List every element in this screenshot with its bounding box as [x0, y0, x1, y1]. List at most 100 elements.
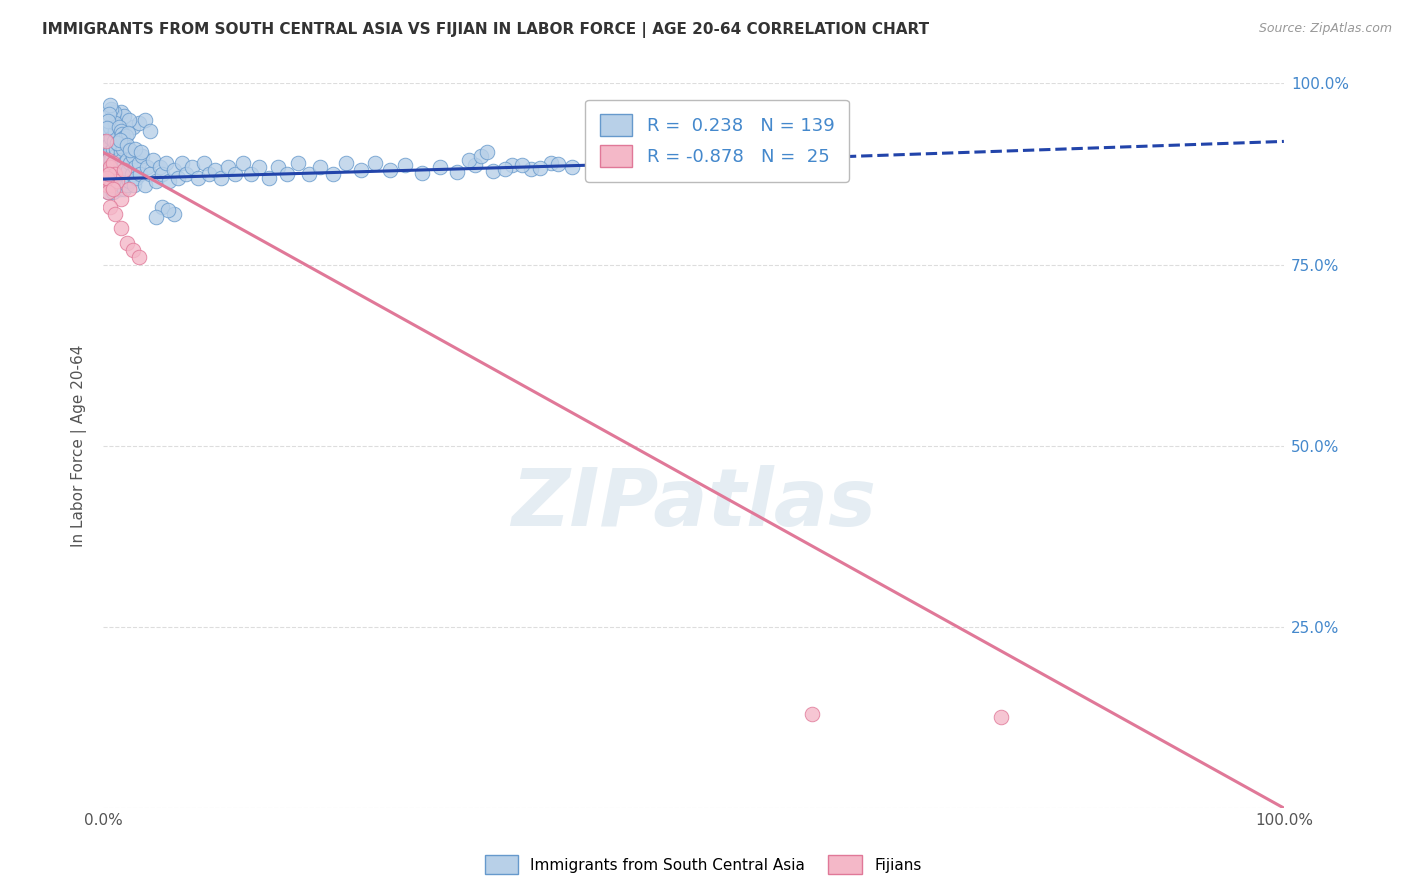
Point: [96, 170, 118, 185]
Point: [322, 167, 344, 181]
Point: [124, 142, 146, 156]
Point: [101, 185, 124, 199]
Point: [97, 185, 120, 199]
Point: [209, 170, 232, 185]
Point: [172, 156, 194, 170]
Point: [298, 167, 321, 181]
Point: [110, 221, 132, 235]
Point: [98, 153, 121, 167]
Point: [97, 185, 120, 199]
Point: [139, 123, 162, 137]
Point: [104, 207, 127, 221]
Point: [101, 181, 124, 195]
Text: Source: ZipAtlas.com: Source: ZipAtlas.com: [1258, 22, 1392, 36]
Point: [112, 130, 135, 145]
Point: [98, 200, 121, 214]
Point: [163, 163, 186, 178]
Point: [287, 156, 309, 170]
Point: [114, 128, 136, 143]
Point: [98, 138, 121, 153]
Point: [98, 160, 121, 174]
Point: [98, 167, 121, 181]
Point: [96, 178, 118, 192]
Point: [155, 156, 177, 170]
Point: [98, 98, 121, 112]
Point: [108, 181, 131, 195]
Point: [110, 170, 132, 185]
Point: [110, 123, 132, 137]
Point: [93, 170, 115, 185]
Point: [446, 165, 468, 179]
Point: [378, 163, 401, 178]
Point: [429, 160, 451, 174]
Point: [124, 160, 146, 174]
Point: [122, 178, 145, 192]
Point: [157, 203, 180, 218]
Point: [118, 112, 141, 127]
Point: [800, 706, 823, 721]
Point: [145, 211, 167, 225]
Point: [115, 178, 138, 192]
Point: [103, 135, 125, 149]
Point: [105, 174, 128, 188]
Point: [157, 174, 180, 188]
Point: [134, 112, 156, 127]
Point: [125, 170, 148, 185]
Point: [104, 174, 127, 188]
Text: IMMIGRANTS FROM SOUTH CENTRAL ASIA VS FIJIAN IN LABOR FORCE | AGE 20-64 CORRELAT: IMMIGRANTS FROM SOUTH CENTRAL ASIA VS FI…: [42, 22, 929, 38]
Point: [107, 120, 129, 134]
Point: [128, 116, 150, 130]
Point: [97, 153, 120, 167]
Point: [115, 138, 138, 153]
Point: [100, 130, 122, 145]
Point: [104, 149, 127, 163]
Point: [110, 145, 132, 160]
Point: [540, 156, 562, 170]
Point: [111, 178, 134, 192]
Point: [247, 160, 270, 174]
Point: [224, 167, 246, 181]
Point: [145, 174, 167, 188]
Point: [114, 163, 136, 178]
Point: [990, 710, 1012, 724]
Point: [150, 200, 173, 214]
Point: [103, 156, 125, 170]
Point: [101, 142, 124, 156]
Point: [129, 145, 152, 160]
Point: [198, 167, 221, 181]
Point: [97, 142, 120, 156]
Y-axis label: In Labor Force | Age 20-64: In Labor Force | Age 20-64: [72, 344, 87, 547]
Point: [110, 193, 132, 207]
Point: [121, 120, 143, 134]
Point: [349, 163, 371, 178]
Point: [121, 243, 143, 257]
Point: [512, 158, 534, 172]
Point: [470, 149, 492, 163]
Point: [187, 170, 209, 185]
Point: [105, 136, 128, 150]
Point: [135, 160, 157, 174]
Point: [100, 178, 122, 192]
Point: [118, 174, 141, 188]
Point: [561, 161, 583, 175]
Point: [98, 120, 121, 134]
Point: [98, 145, 121, 160]
Point: [96, 127, 118, 141]
Point: [103, 105, 125, 120]
Point: [94, 135, 117, 149]
Point: [166, 170, 188, 185]
Point: [142, 153, 165, 167]
Point: [394, 158, 416, 172]
Point: [115, 235, 138, 250]
Point: [105, 167, 128, 181]
Point: [257, 170, 280, 185]
Point: [150, 167, 173, 181]
Point: [94, 135, 117, 149]
Point: [309, 160, 332, 174]
Point: [482, 164, 505, 178]
Point: [458, 153, 481, 167]
Point: [101, 109, 124, 123]
Point: [104, 167, 127, 181]
Point: [105, 153, 128, 167]
Point: [100, 102, 122, 116]
